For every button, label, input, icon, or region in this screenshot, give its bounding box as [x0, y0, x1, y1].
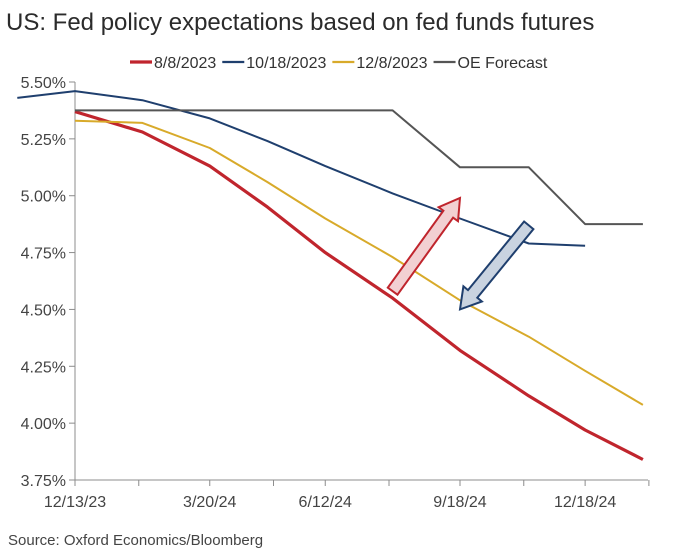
y-tick-label: 4.00% — [21, 416, 66, 433]
upward-shift-arrow — [386, 196, 462, 297]
y-tick-label: 4.50% — [21, 302, 66, 319]
y-tick-label: 4.25% — [21, 359, 66, 376]
legend-label: 10/18/2023 — [246, 55, 326, 72]
x-tick-label: 12/18/24 — [554, 494, 616, 511]
x-tick-label: 12/13/23 — [44, 494, 106, 511]
y-tick-label: 3.75% — [21, 473, 66, 490]
legend-label: 12/8/2023 — [356, 55, 427, 72]
downward-shift-arrow — [458, 220, 535, 311]
y-tick-label: 5.50% — [21, 75, 66, 92]
y-tick-label: 5.25% — [21, 132, 66, 149]
series-line — [17, 90, 586, 247]
series-line — [75, 109, 643, 226]
x-tick-label: 6/12/24 — [299, 494, 352, 511]
x-tick-label: 9/18/24 — [433, 494, 486, 511]
series-line — [74, 110, 644, 461]
series-line — [74, 119, 644, 406]
legend-label: OE Forecast — [458, 55, 548, 72]
x-tick-label: 3/20/24 — [183, 494, 236, 511]
source-note: Source: Oxford Economics/Bloomberg — [8, 532, 264, 549]
y-tick-label: 5.00% — [21, 189, 66, 206]
chart-title: US: Fed policy expectations based on fed… — [6, 9, 595, 36]
legend-label: 8/8/2023 — [154, 55, 216, 72]
y-tick-label: 4.75% — [21, 246, 66, 263]
